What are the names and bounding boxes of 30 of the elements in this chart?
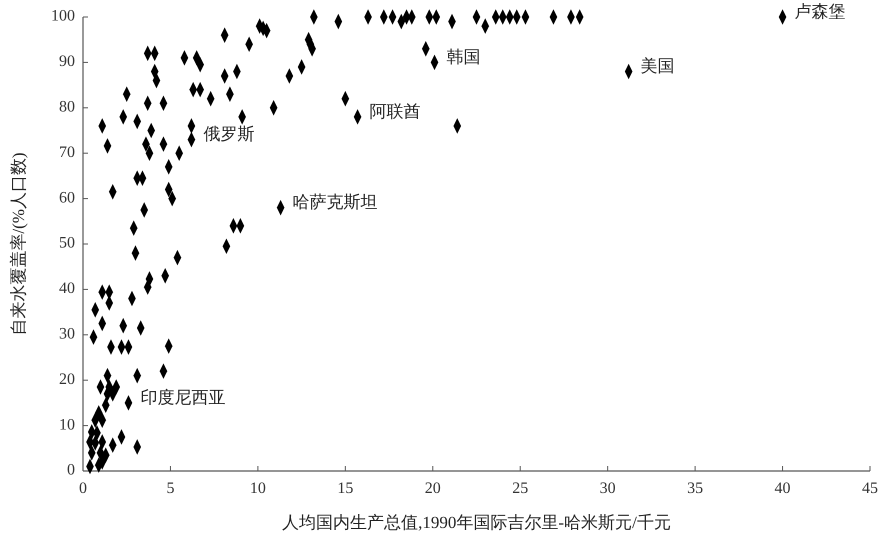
x-tick-label: 30 (600, 480, 616, 497)
annotation: 美国 (640, 56, 675, 76)
y-tick-label: 60 (59, 189, 75, 206)
x-axis-title: 人均国内生产总值,1990年国际吉尔里-哈米斯元/千元 (282, 513, 671, 532)
x-tick-label: 35 (687, 480, 704, 497)
annotation: 阿联酋 (370, 102, 421, 121)
x-tick-label: 40 (774, 480, 791, 497)
y-tick-label: 20 (59, 370, 75, 388)
y-tick-label: 80 (59, 98, 75, 116)
annotation: 哈萨克斯坦 (292, 192, 378, 212)
x-tick-label: 45 (862, 480, 878, 497)
x-tick-label: 5 (166, 480, 174, 497)
annotation: 卢森堡 (794, 2, 846, 21)
annotation: 俄罗斯 (203, 124, 254, 144)
x-tick-label: 15 (337, 480, 354, 497)
x-tick-label: 0 (79, 480, 87, 497)
y-tick-label: 10 (59, 416, 75, 434)
x-tick-label: 20 (424, 480, 441, 497)
y-tick-label: 0 (67, 462, 75, 479)
y-tick-label: 90 (59, 53, 75, 70)
y-tick-label: 40 (59, 280, 75, 298)
annotation: 印度尼西亚 (140, 388, 226, 407)
annotation: 韩国 (446, 47, 481, 66)
x-tick-label: 25 (512, 480, 528, 497)
y-tick-label: 100 (51, 8, 75, 25)
y-tick-label: 70 (59, 144, 75, 161)
x-tick-label: 10 (250, 480, 266, 497)
y-axis-title: 自来水覆盖率/(%人口数) (9, 152, 28, 336)
y-tick-label: 30 (59, 325, 75, 342)
y-tick-label: 50 (59, 234, 75, 252)
